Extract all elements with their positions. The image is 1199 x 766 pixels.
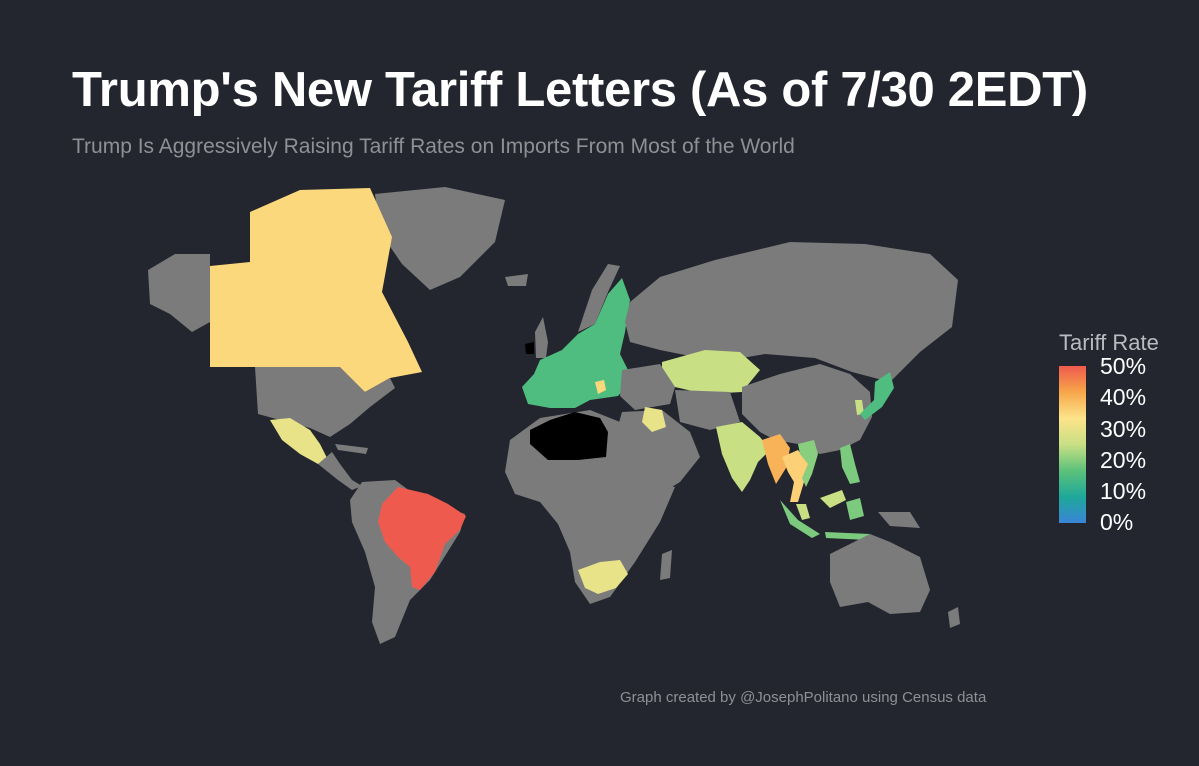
region-canada (210, 188, 422, 392)
legend: Tariff Rate 50% 40% 30% 20% 10% 0% (1056, 330, 1191, 534)
region-mexico (270, 418, 328, 464)
region-greenland (375, 187, 505, 290)
region-cuba (335, 444, 368, 454)
region-russia (625, 242, 958, 382)
region-south-africa (578, 560, 628, 594)
region-new-zealand (948, 607, 960, 628)
legend-tick-0: 0% (1100, 509, 1134, 535)
region-thailand (782, 450, 810, 502)
region-kazakhstan (662, 350, 760, 394)
region-iraq (642, 407, 666, 432)
legend-tick-20: 20% (1100, 447, 1147, 473)
legend-tick-30: 30% (1100, 416, 1147, 442)
region-european-union (522, 278, 630, 408)
region-indonesia (780, 498, 870, 540)
region-iceland (505, 274, 528, 286)
chart-subtitle: Trump Is Aggressively Raising Tariff Rat… (72, 135, 795, 158)
region-algeria-libya (530, 412, 608, 460)
legend-tick-10: 10% (1100, 478, 1147, 504)
region-china (742, 364, 872, 454)
chart-title: Trump's New Tariff Letters (As of 7/30 2… (72, 63, 1088, 117)
region-india (716, 422, 770, 492)
region-norway (578, 264, 620, 332)
region-philippines (840, 444, 860, 484)
source-credit: Graph created by @JosephPolitano using C… (620, 689, 987, 706)
region-vietnam (798, 440, 818, 487)
legend-color-bar (1059, 366, 1086, 523)
region-madagascar (660, 550, 672, 580)
region-central-america (318, 452, 362, 490)
region-central-asia (675, 390, 740, 430)
region-japan (860, 372, 894, 420)
world-map (148, 187, 960, 644)
legend-tick-40: 40% (1100, 384, 1147, 410)
legend-tick-50: 50% (1100, 353, 1147, 379)
region-brazil (378, 487, 466, 590)
region-south-korea (855, 400, 864, 415)
region-ireland (525, 342, 534, 354)
region-australia (830, 534, 930, 614)
region-new-guinea (878, 512, 920, 528)
region-myanmar (762, 434, 790, 484)
region-serbia (595, 380, 606, 394)
legend-title: Tariff Rate (1059, 330, 1159, 355)
region-ukraine-turkey-caucasus (620, 364, 675, 410)
region-united-kingdom (535, 317, 548, 358)
region-alaska (148, 254, 210, 332)
region-malaysia (796, 490, 846, 520)
